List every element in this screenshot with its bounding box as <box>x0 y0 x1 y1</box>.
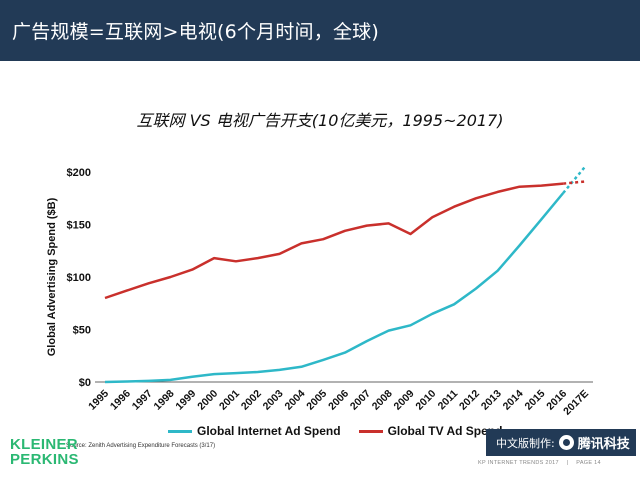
badge-prefix: 中文版制作: <box>496 436 555 450</box>
page-footer: KP INTERNET TRENDS 2017 | PAGE 14 <box>478 460 601 466</box>
x-tick-label: 2008 <box>370 388 395 413</box>
legend-label-tv: Global TV Ad Spend <box>387 424 503 438</box>
x-tick-label: 2015 <box>522 388 547 413</box>
x-tick-label: 2013 <box>479 388 504 413</box>
y-tick-label: $50 <box>73 325 91 337</box>
x-tick-label: 2005 <box>304 388 329 413</box>
legend-label-internet: Global Internet Ad Spend <box>197 424 341 438</box>
y-tick-label: $100 <box>67 272 91 284</box>
x-tick-label: 2007 <box>348 388 373 413</box>
x-tick-label: 2002 <box>239 388 264 413</box>
y-tick-label: $0 <box>79 377 91 389</box>
legend-item-tv: Global TV Ad Spend <box>358 424 503 438</box>
y-axis-label: Global Advertising Spend ($B) <box>46 197 58 356</box>
x-tick-label: 2004 <box>282 388 307 413</box>
x-tick-label: 2017E <box>561 388 591 418</box>
logo-line-2: PERKINS <box>10 451 79 468</box>
footer-separator: | <box>566 460 569 466</box>
page-title: 广告规模=互联网>电视(6个月时间，全球) <box>12 21 379 43</box>
header-bar: 广告规模=互联网>电视(6个月时间，全球) <box>0 0 640 61</box>
footer-page-number: PAGE 14 <box>576 460 601 466</box>
chart-legend: Global Internet Ad Spend Global TV Ad Sp… <box>168 424 520 438</box>
series-line-internet <box>104 192 565 384</box>
x-tick-label: 1998 <box>152 388 177 413</box>
legend-swatch-tv <box>358 429 383 433</box>
y-tick-label: $200 <box>67 167 91 179</box>
kleiner-perkins-logo: KLEINER PERKINS <box>10 437 79 467</box>
x-tick-label: 2009 <box>392 388 417 413</box>
y-tick-label: $150 <box>67 220 91 232</box>
series-line-tv <box>104 182 564 300</box>
tencent-icon <box>558 435 574 450</box>
source-note: Source: Zenith Advertising Expenditure F… <box>66 443 216 449</box>
series-projection-internet <box>562 166 586 194</box>
x-tick-label: 2014 <box>501 388 526 413</box>
x-tick-label: 2000 <box>195 388 220 413</box>
x-tick-label: 2006 <box>326 388 351 413</box>
x-tick-label: 1996 <box>108 388 133 413</box>
chart-title: 互联网 VS 电视广告开支(10亿美元，1995~2017) <box>136 111 504 130</box>
series-projection-tv <box>563 180 586 185</box>
x-tick-label: 2011 <box>436 388 461 413</box>
x-tick-label: 1999 <box>173 388 198 413</box>
x-tick-label: 2012 <box>457 388 482 413</box>
x-tick-label: 2010 <box>413 388 438 413</box>
translation-badge: 中文版制作: 腾讯科技 <box>486 429 636 456</box>
footer-report-name: KP INTERNET TRENDS 2017 <box>478 460 559 466</box>
x-tick-label: 1997 <box>130 388 155 413</box>
x-tick-label: 2003 <box>261 388 286 413</box>
logo-line-1: KLEINER <box>10 436 78 453</box>
x-tick-label: 2001 <box>217 388 242 413</box>
legend-item-internet: Global Internet Ad Spend <box>168 424 341 438</box>
x-tick-label: 1995 <box>86 388 111 413</box>
badge-brand: 腾讯科技 <box>577 437 630 452</box>
legend-swatch-internet <box>168 429 192 433</box>
